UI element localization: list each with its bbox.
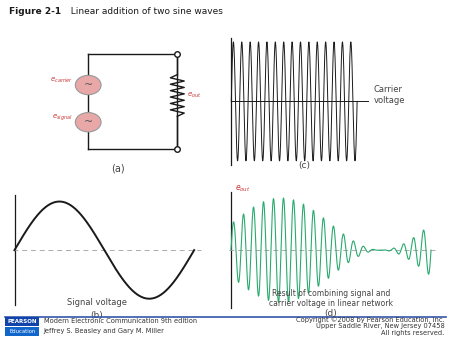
Text: Jeffrey S. Beasley and Gary M. Miller: Jeffrey S. Beasley and Gary M. Miller: [44, 329, 165, 334]
Text: PEARSON: PEARSON: [8, 319, 37, 324]
Text: Figure 2-1: Figure 2-1: [9, 7, 61, 16]
Text: ~: ~: [84, 80, 93, 90]
Text: (b): (b): [90, 311, 104, 320]
Text: Linear addition of two sine waves: Linear addition of two sine waves: [65, 7, 223, 16]
Text: ~: ~: [84, 117, 93, 127]
Text: Education: Education: [9, 329, 36, 334]
FancyBboxPatch shape: [5, 327, 39, 336]
FancyBboxPatch shape: [5, 317, 39, 326]
Text: $e_{signal}$: $e_{signal}$: [52, 113, 72, 123]
Text: Signal voltage: Signal voltage: [67, 298, 127, 308]
Text: (a): (a): [111, 163, 125, 173]
Text: Modern Electronic Communication 9th edition: Modern Electronic Communication 9th edit…: [44, 318, 197, 324]
Text: Upper Saddle River, New Jersey 07458: Upper Saddle River, New Jersey 07458: [316, 323, 445, 329]
Text: $e_{carrier}$: $e_{carrier}$: [50, 76, 72, 85]
Circle shape: [75, 75, 101, 95]
Text: All rights reserved.: All rights reserved.: [381, 330, 445, 336]
Text: Result of combining signal and
carrier voltage in linear network: Result of combining signal and carrier v…: [269, 289, 393, 308]
Text: Carrier
voltage: Carrier voltage: [374, 85, 405, 105]
Circle shape: [75, 113, 101, 132]
Text: $e_{out}$: $e_{out}$: [235, 183, 251, 194]
Text: $e_{out}$: $e_{out}$: [187, 91, 202, 100]
Text: (d): (d): [324, 309, 338, 318]
Text: Copyright ©2008 by Pearson Education, Inc.: Copyright ©2008 by Pearson Education, In…: [296, 316, 445, 323]
Text: (c): (c): [299, 161, 310, 170]
